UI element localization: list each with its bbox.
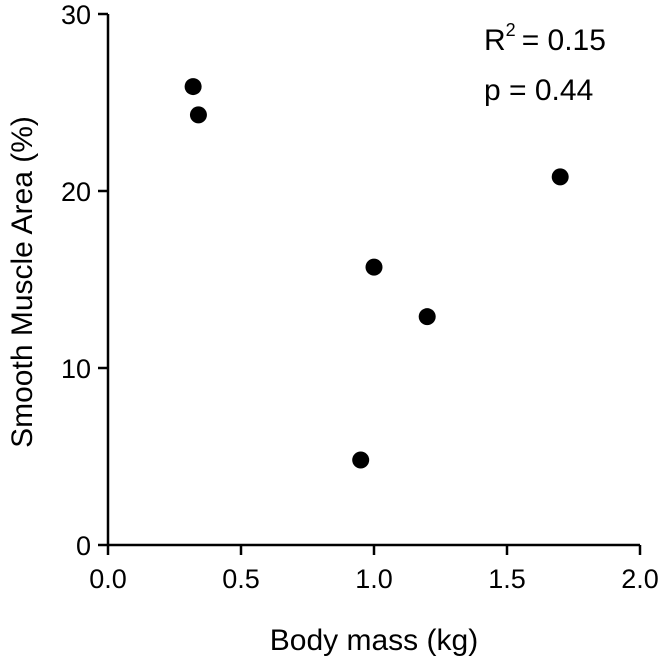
x-axis-title: Body mass (kg) [270,624,478,657]
x-tick-label: 1.0 [355,564,393,594]
data-point [189,106,207,124]
data-point [365,258,383,276]
y-tick-label: 0 [76,531,91,561]
r2-prefix: R [484,24,506,57]
y-tick-label: 20 [61,177,91,207]
x-tick-label: 1.5 [488,564,526,594]
r2-value: = 0.15 [522,24,606,57]
data-point [352,451,370,469]
y-axis-title: Smooth Muscle Area (%) [6,116,39,448]
r-squared-annotation: R2 = 0.15 [484,20,606,57]
data-points [184,78,569,469]
p-value-annotation: p = 0.44 [484,74,593,107]
y-tick-label: 10 [61,354,91,384]
y-tick-label: 30 [61,0,91,30]
x-tick-label: 2.0 [621,564,659,594]
ticks: 0.0 0.5 1.0 1.5 2.0 0 10 20 30 [61,0,659,594]
data-point [184,78,202,96]
data-point [418,308,436,326]
x-tick-label: 0.0 [89,564,127,594]
x-tick-label: 0.5 [222,564,260,594]
r2-superscript: 2 [506,20,516,40]
data-point [551,168,569,186]
